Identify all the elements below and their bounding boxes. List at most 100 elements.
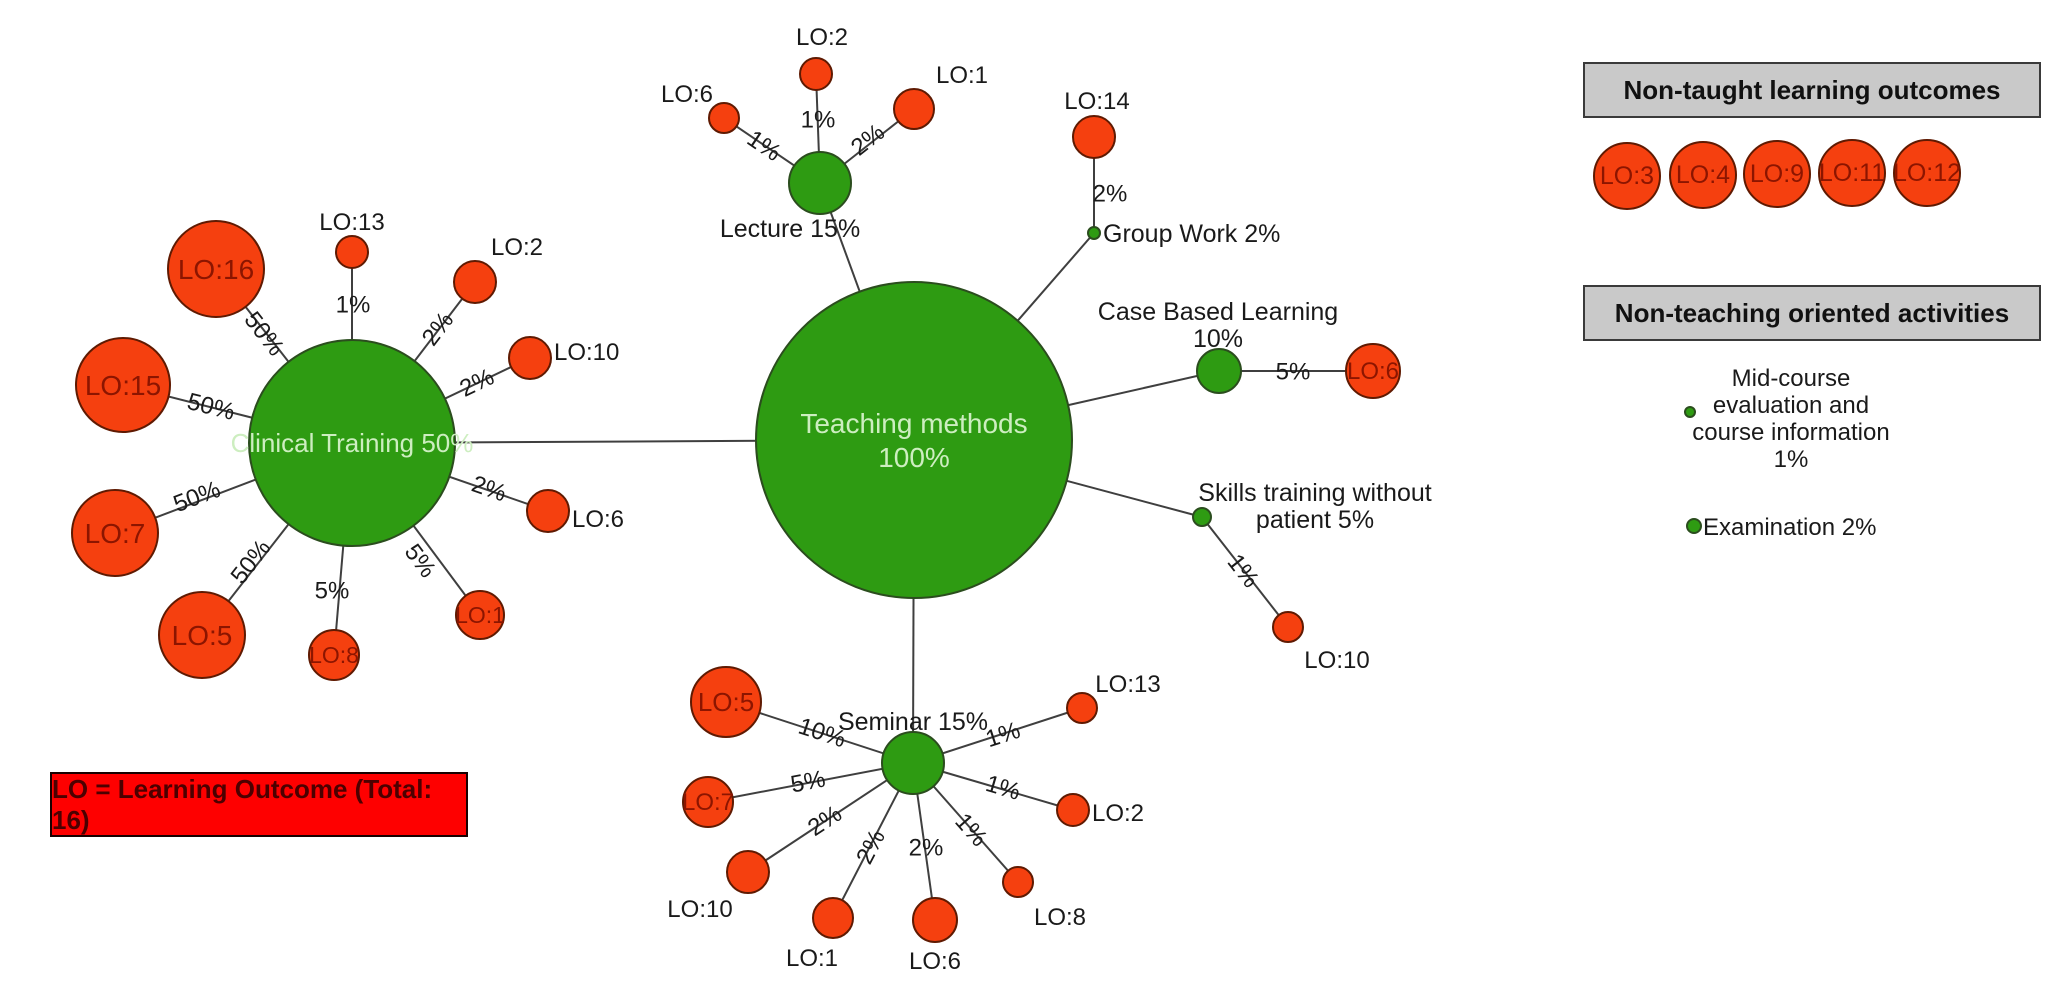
edge-percent-groupwork-gw_lo14: 2%: [1093, 181, 1128, 208]
label-se_lo7: LO:7: [682, 789, 734, 816]
label-nt_lo12: LO:12: [1893, 159, 1961, 187]
node-se_lo13-outcome-circle: [1066, 692, 1098, 724]
edge-seminar-se_lo10: [747, 762, 914, 873]
node-sk_lo10-outcome-circle: [1272, 611, 1304, 643]
label-cl_lo1: LO:1: [455, 602, 505, 628]
label-lec_lo1: LO:1: [936, 62, 988, 89]
node-lec_lo6-outcome-circle: [708, 102, 740, 134]
label-se_lo6: LO:6: [909, 948, 961, 975]
node-cl_lo16-outcome-circle: [167, 220, 265, 318]
node-se_lo5-outcome-circle: [690, 666, 762, 738]
node-examination-activity-circle: [1686, 518, 1702, 534]
label-skills: Skills training without patient 5%: [1198, 479, 1431, 534]
node-cl_lo1-outcome-circle: [455, 590, 505, 640]
edge-percent-skills-sk_lo10: 1%: [1222, 549, 1265, 593]
node-cl_lo15-outcome-circle: [75, 337, 171, 433]
node-gw_lo14-outcome-circle: [1072, 115, 1116, 159]
label-groupwork: Group Work 2%: [1103, 220, 1280, 248]
edge-percent-clinical-cl_lo13: 1%: [336, 292, 371, 319]
edge-percent-clinical-cl_lo1: 5%: [399, 539, 441, 583]
node-cl_lo13-outcome-circle: [335, 235, 369, 269]
edge-percent-seminar-se_lo7: 5%: [788, 765, 827, 798]
label-nt_lo11: LO:11: [1819, 159, 1885, 187]
node-cl_lo5-outcome-circle: [158, 591, 246, 679]
label-cl_lo7: LO:7: [85, 518, 146, 549]
edge-percent-clinical-cl_lo8: 5%: [315, 578, 350, 605]
non-taught-outcomes-panel: Non-taught learning outcomes: [1583, 62, 2041, 118]
edge-percent-lecture-lec_lo6: 1%: [742, 125, 786, 167]
label-sk_lo10: LO:10: [1304, 647, 1369, 674]
node-se_lo6-outcome-circle: [912, 897, 958, 943]
edge-percent-clinical-cl_lo10: 2%: [456, 363, 499, 402]
label-se_lo13: LO:13: [1095, 671, 1160, 698]
node-clinical-activity-circle: [248, 339, 456, 547]
label-teaching: Teaching methods 100%: [800, 408, 1027, 473]
label-cl_lo16: LO:16: [178, 254, 254, 285]
non-teaching-panel-title: Non-teaching oriented activities: [1614, 297, 2010, 328]
label-cl_lo5: LO:5: [172, 620, 233, 651]
edge-percent-clinical-cl_lo6: 2%: [468, 471, 510, 508]
node-cl_lo2-outcome-circle: [453, 260, 497, 304]
edge-seminar-se_lo7: [707, 762, 914, 803]
label-nt_lo4: LO:4: [1676, 161, 1730, 189]
node-se_lo8-outcome-circle: [1002, 866, 1034, 898]
label-nt_lo3: LO:3: [1600, 162, 1654, 190]
edge-percent-clinical-cl_lo2: 2%: [417, 307, 460, 351]
node-nt_lo12-outcome-circle: [1893, 139, 1961, 207]
node-groupwork-activity-circle: [1087, 226, 1101, 240]
node-skills-activity-circle: [1192, 507, 1212, 527]
edge-percent-lecture-lec_lo2: 1%: [801, 107, 836, 134]
node-nt_lo9-outcome-circle: [1743, 140, 1811, 208]
node-cl_lo10-outcome-circle: [508, 336, 552, 380]
node-casebased-activity-circle: [1196, 348, 1242, 394]
node-seminar-activity-circle: [881, 731, 945, 795]
edge-percent-seminar-se_lo1: 2%: [851, 825, 891, 868]
label-cl_lo13: LO:13: [319, 209, 384, 236]
label-gw_lo14: LO:14: [1064, 88, 1129, 115]
label-se_lo1: LO:1: [786, 945, 838, 972]
node-cl_lo7-outcome-circle: [71, 489, 159, 577]
label-examination: Examination 2%: [1703, 514, 1876, 541]
node-se_lo7-outcome-circle: [682, 776, 734, 828]
label-cl_lo15: LO:15: [85, 370, 161, 401]
edge-percent-clinical-cl_lo15: 50%: [184, 388, 237, 426]
node-nt_lo4-outcome-circle: [1669, 141, 1737, 209]
legend-box: LO = Learning Outcome (Total: 16): [50, 772, 468, 837]
label-nt_lo9: LO:9: [1750, 160, 1804, 188]
label-casebased: Case Based Learning 10%: [1098, 298, 1338, 353]
node-lec_lo1-outcome-circle: [893, 88, 935, 130]
edge-percent-seminar-se_lo13: 1%: [982, 717, 1023, 753]
edge-percent-seminar-se_lo2: 1%: [983, 770, 1024, 806]
label-se_lo2: LO:2: [1092, 800, 1144, 827]
node-se_lo2-outcome-circle: [1056, 793, 1090, 827]
node-labels-layer: Teaching methods 100% Clinical Training 50…: [85, 24, 1961, 975]
label-seminar: Seminar 15%: [838, 708, 988, 736]
edge-percent-clinical-cl_lo7: 50%: [170, 476, 225, 518]
label-cl_lo6: LO:6: [572, 506, 624, 533]
edge-percent-seminar-se_lo6: 2%: [909, 835, 944, 862]
label-midcourse: Mid-course evaluation and course informati…: [1692, 365, 1889, 473]
label-lec_lo6: LO:6: [661, 81, 713, 108]
node-midcourse-activity-circle: [1684, 406, 1696, 418]
edge-percent-clinical-cl_lo5: 50%: [226, 535, 277, 589]
edge-percent-seminar-se_lo10: 2%: [803, 800, 847, 842]
label-lecture: Lecture 15%: [720, 215, 860, 243]
node-nt_lo11-outcome-circle: [1818, 139, 1886, 207]
edge-percent-casebased-cb_lo6: 5%: [1276, 359, 1311, 386]
node-lec_lo2-outcome-circle: [799, 57, 833, 91]
node-cl_lo8-outcome-circle: [308, 629, 360, 681]
node-se_lo1-outcome-circle: [812, 897, 854, 939]
non-taught-panel-title: Non-taught learning outcomes: [1623, 74, 2001, 105]
node-cb_lo6-outcome-circle: [1345, 343, 1401, 399]
label-se_lo8: LO:8: [1034, 904, 1086, 931]
node-teaching-activity-circle: [755, 281, 1073, 599]
label-se_lo10: LO:10: [667, 896, 732, 923]
label-cb_lo6: LO:6: [1347, 358, 1399, 385]
node-se_lo10-outcome-circle: [726, 850, 770, 894]
edge-skills-sk_lo10: [1201, 516, 1289, 628]
node-cl_lo6-outcome-circle: [526, 489, 570, 533]
label-clinical: Clinical Training 50%: [231, 428, 474, 458]
node-nt_lo3-outcome-circle: [1593, 142, 1661, 210]
